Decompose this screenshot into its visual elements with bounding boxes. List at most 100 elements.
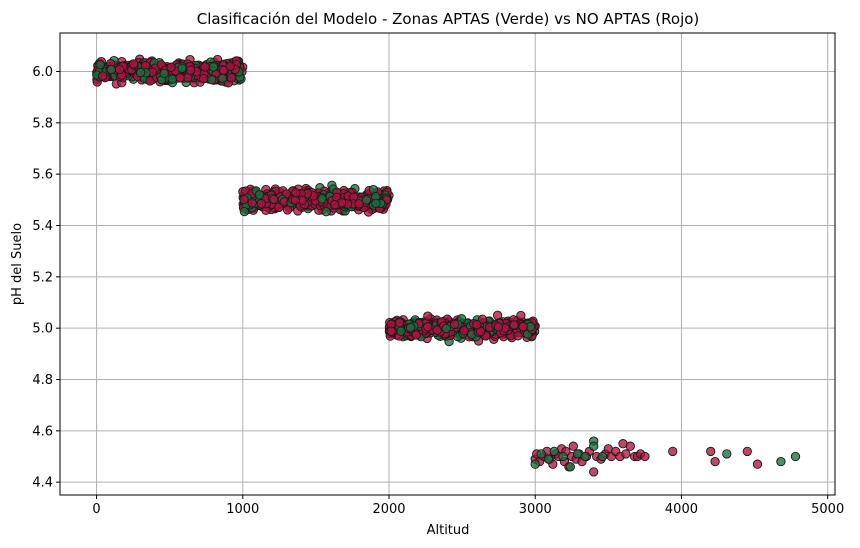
scatter-point-apta bbox=[722, 449, 732, 459]
scatter-point-no-apta bbox=[492, 310, 503, 320]
scatter-point-no-apta bbox=[472, 320, 482, 330]
scatter-point-apta bbox=[177, 63, 187, 74]
scatter-point-apta bbox=[543, 454, 554, 464]
scatter-point-apta bbox=[790, 451, 801, 462]
scatter-point-no-apta bbox=[114, 64, 125, 75]
scatter-point-no-apta bbox=[710, 456, 720, 467]
x-tick-label: 1000 bbox=[226, 502, 259, 517]
scatter-point-apta bbox=[254, 190, 265, 200]
scatter-point-no-apta bbox=[513, 331, 523, 341]
scatter-point-apta bbox=[361, 195, 372, 205]
scatter-point-no-apta bbox=[386, 326, 396, 336]
y-tick-label: 5.4 bbox=[32, 219, 53, 234]
scatter-point-no-apta bbox=[186, 65, 196, 75]
y-tick-label: 5.2 bbox=[32, 270, 53, 285]
scatter-point-no-apta bbox=[423, 322, 433, 332]
scatter-point-apta bbox=[530, 459, 540, 469]
scatter-point-no-apta bbox=[432, 325, 442, 335]
scatter-point-apta bbox=[159, 68, 169, 79]
scatter-point-no-apta bbox=[423, 311, 433, 321]
scatter-point-no-apta bbox=[516, 310, 526, 321]
scatter-point-no-apta bbox=[291, 188, 301, 198]
y-tick-label: 5.0 bbox=[32, 322, 53, 337]
scatter-point-apta bbox=[106, 64, 116, 75]
scatter-point-no-apta bbox=[274, 202, 284, 213]
plot-frame bbox=[59, 32, 836, 496]
scatter-point-apta bbox=[207, 75, 217, 85]
scatter-point-apta bbox=[536, 449, 546, 459]
scatter-point-apta bbox=[441, 323, 451, 334]
scatter-point-apta bbox=[558, 451, 568, 462]
scatter-point-apta bbox=[239, 206, 250, 217]
scatter-point-no-apta bbox=[625, 441, 635, 451]
scatter-point-no-apta bbox=[477, 314, 488, 324]
x-tick-label: 2000 bbox=[372, 502, 405, 517]
y-axis-ticks: 4.4 4.6 4.8 5.0 5.2 5.4 5.6 5.8 6.0 bbox=[32, 65, 60, 491]
scatter-point-no-apta bbox=[354, 199, 364, 209]
x-tick-label: 0 bbox=[92, 502, 100, 517]
scatter-point-no-apta bbox=[621, 449, 631, 459]
scatter-point-apta bbox=[396, 326, 406, 336]
x-tick-label: 5000 bbox=[811, 502, 844, 517]
scatter-point-no-apta bbox=[200, 62, 210, 72]
grid-lines bbox=[60, 33, 835, 495]
y-tick-label: 6.0 bbox=[32, 65, 53, 80]
scatter-point-apta bbox=[371, 198, 381, 208]
scatter-point-no-apta bbox=[742, 446, 752, 457]
scatter-point-no-apta bbox=[706, 446, 716, 457]
scatter-point-apta bbox=[597, 451, 608, 462]
y-tick-label: 5.6 bbox=[32, 168, 53, 183]
scatter-point-apta bbox=[776, 456, 786, 467]
scatter-point-no-apta bbox=[459, 326, 469, 336]
scatter-point-no-apta bbox=[668, 446, 678, 457]
x-axis-label: Altitud bbox=[427, 523, 470, 538]
scatter-point-no-apta bbox=[509, 320, 519, 330]
y-tick-label: 5.8 bbox=[32, 116, 53, 131]
scatter-point-no-apta bbox=[752, 459, 763, 469]
scatter-point-no-apta bbox=[247, 198, 257, 208]
scatter-point-no-apta bbox=[640, 451, 650, 462]
scatter-point-no-apta bbox=[198, 73, 209, 84]
scatter-point-apta bbox=[136, 67, 146, 78]
scatter-point-apta bbox=[208, 62, 219, 72]
scatter-point-apta bbox=[217, 73, 228, 84]
scatter-point-no-apta bbox=[128, 59, 139, 69]
x-axis-ticks: 0 1000 2000 3000 4000 5000 bbox=[92, 495, 844, 517]
x-tick-label: 3000 bbox=[519, 502, 552, 517]
scatter-point-no-apta bbox=[568, 441, 578, 451]
scatter-point-apta bbox=[95, 60, 105, 70]
scatter-point-apta bbox=[580, 451, 590, 462]
scatter-point-apta bbox=[405, 322, 416, 333]
data-points bbox=[92, 54, 801, 477]
scatter-point-no-apta bbox=[98, 71, 108, 81]
scatter-point-no-apta bbox=[256, 199, 266, 209]
scatter-point-no-apta bbox=[394, 318, 405, 328]
scatter-point-no-apta bbox=[166, 62, 176, 72]
scatter-point-no-apta bbox=[269, 194, 279, 205]
chart-title: Clasificación del Modelo - Zonas APTAS (… bbox=[197, 10, 700, 28]
scatter-point-no-apta bbox=[183, 73, 193, 83]
scatter-point-no-apta bbox=[330, 200, 340, 210]
plot-background bbox=[60, 33, 835, 495]
scatter-point-no-apta bbox=[518, 322, 528, 332]
scatter-point-no-apta bbox=[476, 326, 486, 337]
x-tick-label: 4000 bbox=[665, 502, 698, 517]
scatter-point-no-apta bbox=[493, 322, 504, 332]
scatter-point-no-apta bbox=[225, 61, 235, 71]
y-tick-label: 4.4 bbox=[32, 476, 53, 491]
y-axis-label: pH del Suelo bbox=[10, 223, 25, 305]
scatter-point-no-apta bbox=[589, 467, 599, 477]
y-tick-label: 4.6 bbox=[32, 424, 53, 439]
scatter-point-no-apta bbox=[411, 330, 421, 340]
scatter-point-apta bbox=[321, 207, 331, 217]
y-tick-label: 4.8 bbox=[32, 373, 53, 388]
scatter-point-apta bbox=[589, 441, 599, 451]
scatter-point-no-apta bbox=[175, 73, 185, 83]
scatter-point-no-apta bbox=[239, 194, 249, 205]
scatter-point-apta bbox=[167, 74, 177, 84]
scatter-point-no-apta bbox=[450, 319, 460, 329]
scatter-point-no-apta bbox=[282, 205, 293, 215]
scatter-point-apta bbox=[549, 446, 559, 457]
scatter-point-apta bbox=[565, 462, 575, 472]
